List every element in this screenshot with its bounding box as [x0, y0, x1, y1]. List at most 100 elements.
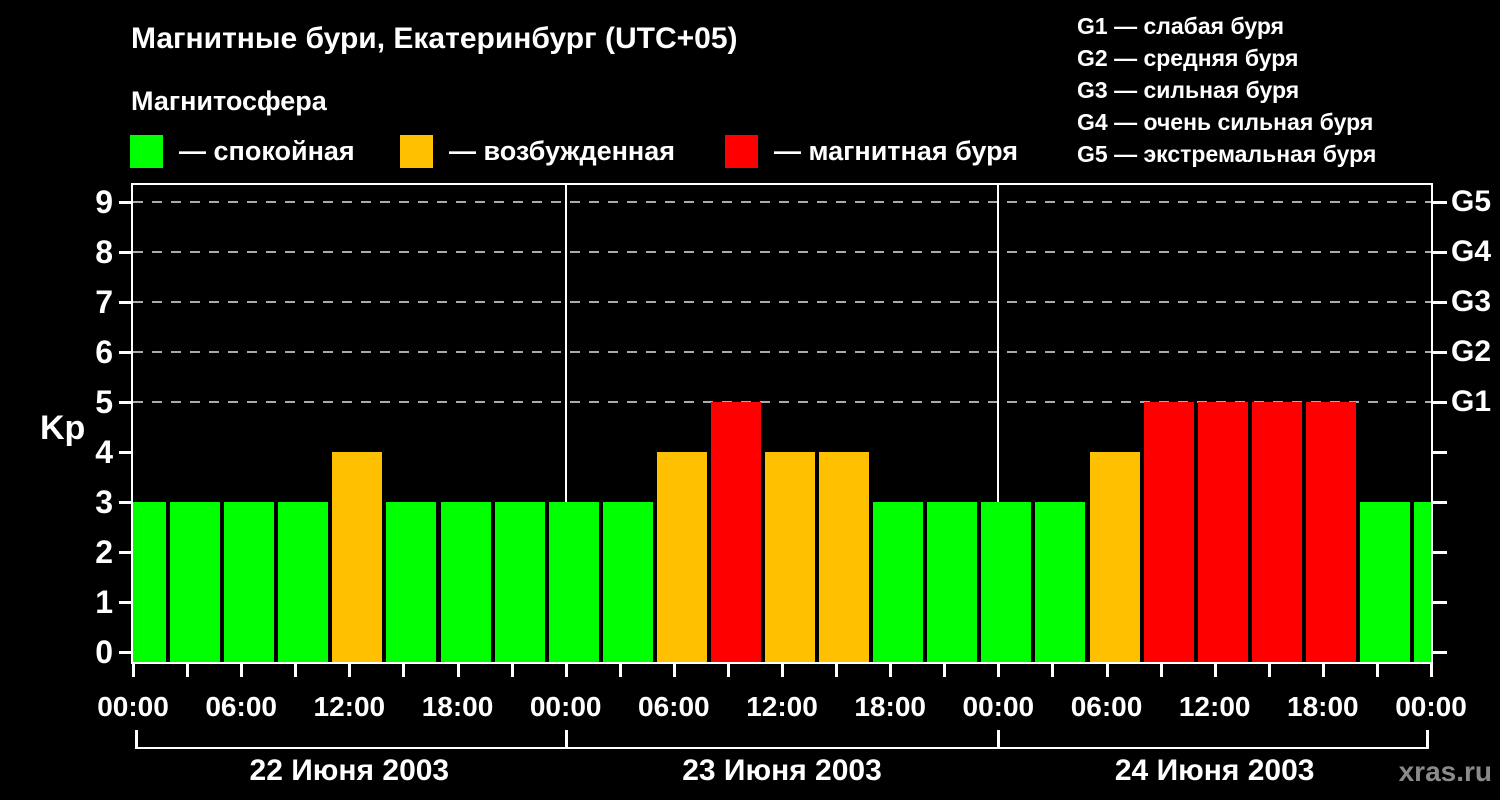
x-axis-tick [889, 662, 893, 677]
g-scale-legend-line: G4 — очень сильная буря [1077, 109, 1374, 135]
g-scale-tick-label: G2 [1451, 335, 1492, 368]
day-boundary-line [564, 185, 567, 662]
y-axis-tick-label: 8 [95, 234, 113, 270]
y-axis-tick [119, 251, 133, 254]
y-axis-tick [119, 451, 133, 454]
y-axis-tick-label: 1 [95, 584, 113, 620]
day-boundary-line [997, 185, 1000, 662]
x-axis-time-label: 00:00 [97, 691, 169, 722]
y-axis-tick [119, 401, 133, 404]
x-axis-tick [402, 662, 406, 677]
kp-bar [765, 452, 815, 662]
legend-item-quiet: — спокойная [130, 134, 355, 168]
watermark: xras.ru [1398, 756, 1492, 787]
x-axis-tick [618, 662, 622, 677]
legend-item-excited: — возбужденная [400, 134, 675, 168]
kp-bar [548, 502, 599, 662]
x-axis-tick [1430, 662, 1433, 677]
y-axis-title: Kp [40, 409, 86, 447]
kp-bar [1089, 452, 1140, 662]
g-scale-tick-label: G1 [1451, 385, 1492, 418]
x-axis-tick [781, 662, 784, 677]
legend-item-label: — возбужденная [449, 135, 675, 166]
y-axis-tick [1433, 351, 1447, 354]
x-axis-time-label: 12:00 [1178, 691, 1251, 722]
kp-bar [710, 402, 761, 662]
x-axis-time-label: 06:00 [1070, 691, 1143, 722]
x-axis-time-label: 00:00 [962, 691, 1035, 722]
x-axis-tick [943, 662, 947, 677]
storm-swatch-icon [725, 134, 758, 168]
g-scale-tick-label: G3 [1451, 285, 1492, 318]
x-axis-tick [186, 662, 190, 677]
x-axis-tick [456, 662, 460, 677]
y-axis-tick-label: 4 [95, 434, 113, 470]
x-axis-tick [1105, 662, 1109, 677]
date-bracket-tick [135, 730, 138, 749]
y-axis-tick [1433, 601, 1447, 604]
y-axis-tick [119, 601, 133, 604]
x-axis-time-label: 00:00 [529, 691, 602, 722]
y-axis-tick-label: 6 [95, 334, 113, 370]
y-axis-tick [1433, 651, 1447, 654]
kp-bar [386, 502, 437, 662]
y-axis-tick [1433, 251, 1447, 254]
x-axis-tick [1375, 662, 1379, 677]
g-scale-legend: G1 — слабая буря G2 — средняя буря G3 — си… [1077, 10, 1376, 170]
g-scale-tick-label: G5 [1451, 185, 1492, 218]
y-axis-tick [1433, 551, 1447, 554]
y-axis-tick [119, 501, 133, 504]
date-label: 23 Июня 2003 [682, 754, 882, 787]
date-bracket-line [135, 747, 1429, 749]
date-bracket-tick [1426, 730, 1429, 749]
x-axis-time-label: 12:00 [746, 691, 818, 722]
kp-bar [133, 502, 166, 662]
y-axis-tick [1433, 451, 1447, 454]
kp-bar [332, 452, 383, 662]
g-scale-legend-line: G5 — экстремальная буря [1077, 141, 1377, 167]
legend-item-label: — спокойная [179, 135, 355, 166]
y-axis-tick [1433, 301, 1447, 304]
kp-bar [1414, 502, 1431, 662]
y-axis-tick [119, 651, 133, 654]
x-axis-tick [1213, 662, 1217, 677]
x-axis-time-label: 12:00 [313, 691, 386, 722]
quiet-swatch-icon [130, 134, 163, 168]
kp-bar [656, 452, 707, 662]
kp-bar [873, 502, 924, 662]
x-axis-tick [1267, 662, 1271, 677]
y-axis-tick [1433, 201, 1447, 204]
y-axis-tick-label: 3 [95, 484, 113, 520]
y-axis-tick-label: 9 [95, 184, 113, 220]
gridline-kp8 [133, 251, 1431, 253]
x-axis-time-label: 18:00 [854, 691, 926, 722]
gridline-kp6 [133, 351, 1431, 353]
x-axis-tick [1321, 662, 1325, 677]
x-axis-time-label: 18:00 [421, 691, 494, 722]
date-label: 24 Июня 2003 [1114, 754, 1315, 787]
gridline-kp7 [133, 301, 1431, 303]
plot-area [131, 183, 1433, 664]
y-axis-tick-label: 0 [95, 634, 113, 670]
x-axis-tick [240, 662, 244, 677]
x-axis-time-label: 06:00 [205, 691, 277, 722]
y-axis-tick [119, 201, 133, 204]
kp-bar [602, 502, 653, 662]
date-bracket-tick [564, 730, 568, 749]
kp-bar [494, 502, 545, 662]
g-scale-tick-label: G4 [1451, 235, 1492, 268]
x-axis-tick [835, 662, 839, 677]
magnetosphere-label: Магнитосфера [131, 86, 327, 116]
x-axis-tick [132, 662, 135, 677]
x-axis-tick [294, 662, 298, 677]
kp-bar [981, 502, 1032, 662]
kp-bar [1251, 402, 1302, 662]
excited-swatch-icon [400, 134, 433, 168]
kp-bar [440, 502, 491, 662]
kp-bar [170, 502, 221, 662]
y-axis-tick [119, 301, 133, 304]
y-axis-tick-label: 7 [95, 284, 113, 320]
kp-bar [1305, 402, 1356, 662]
x-axis-tick [672, 662, 676, 677]
